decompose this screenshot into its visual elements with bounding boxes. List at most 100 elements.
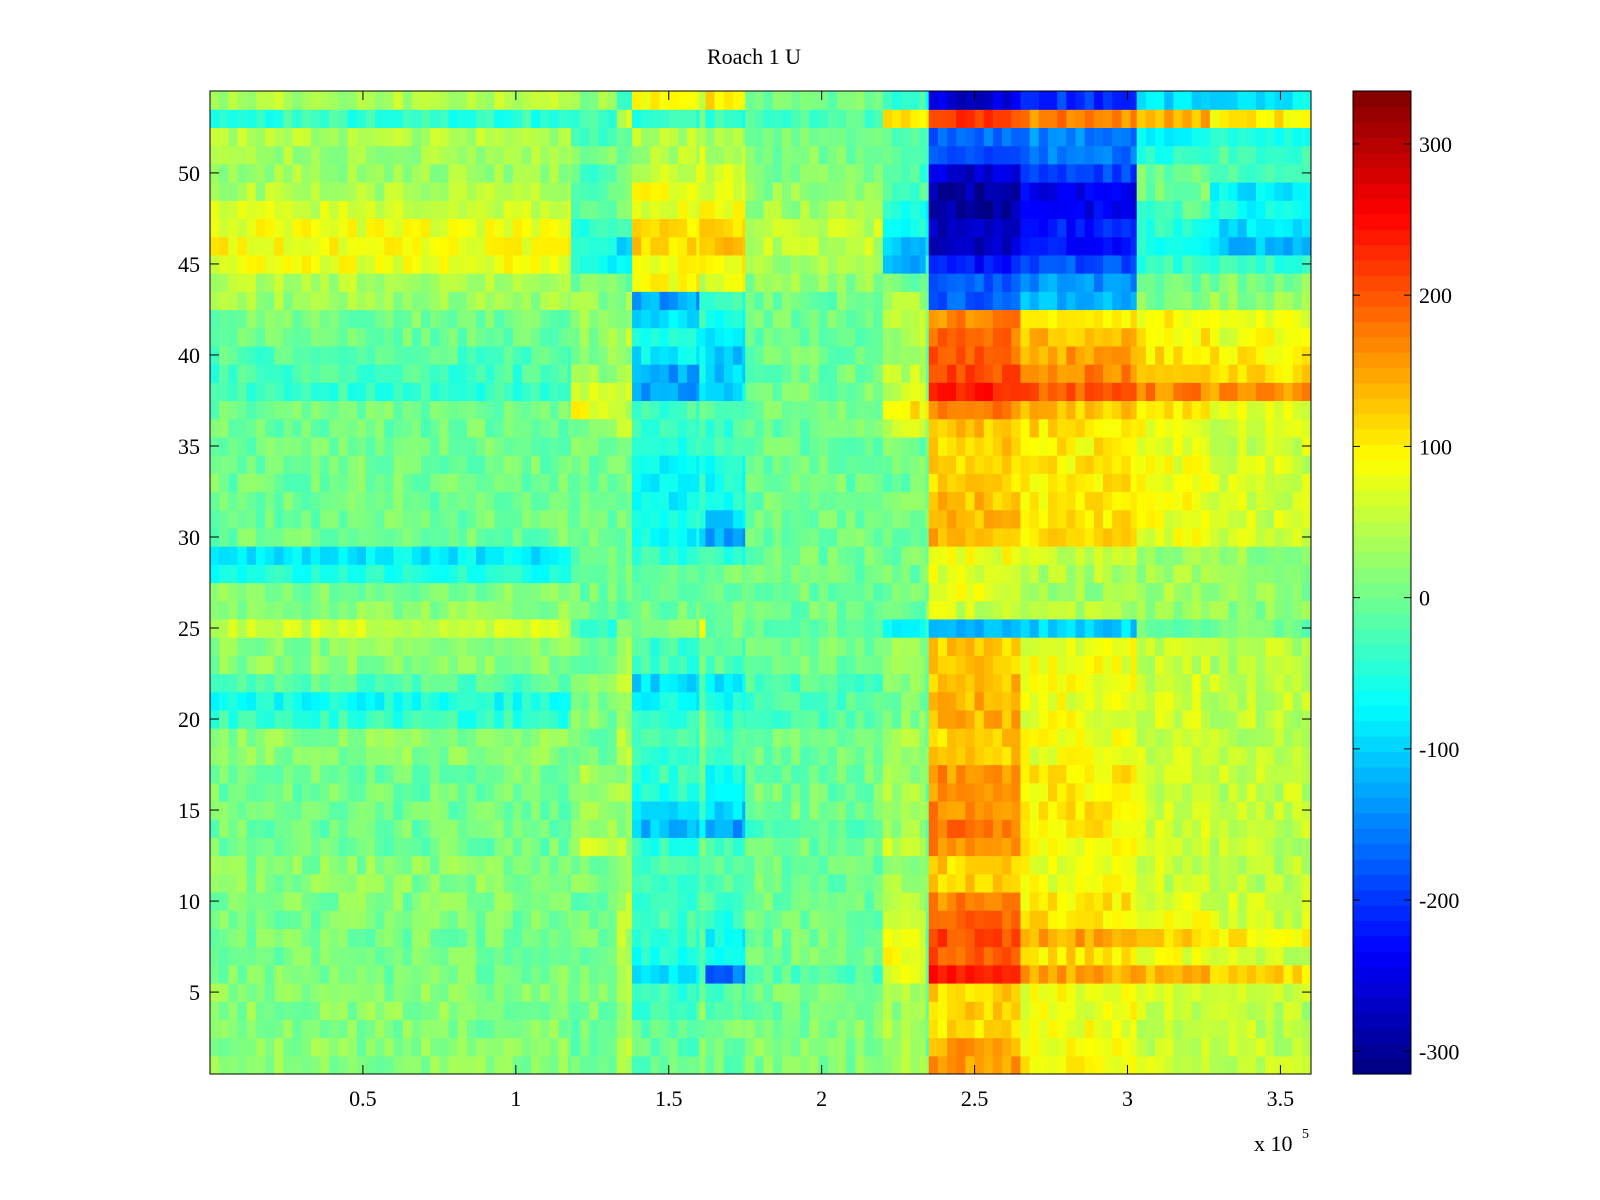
heatmap-cell xyxy=(742,964,746,984)
heatmap-cell xyxy=(616,655,627,675)
heatmap-cell xyxy=(687,345,697,365)
heatmap-cell xyxy=(384,800,395,820)
heatmap-cell xyxy=(1246,436,1257,456)
heatmap-cell xyxy=(320,345,330,365)
heatmap-cell xyxy=(855,782,866,802)
heatmap-cell xyxy=(836,782,847,802)
heatmap-cell xyxy=(1164,1019,1174,1039)
heatmap-cell xyxy=(947,891,957,911)
heatmap-cell xyxy=(754,418,765,438)
heatmap-cell xyxy=(781,873,792,893)
heatmap-cell xyxy=(494,637,505,656)
heatmap-cell xyxy=(448,527,459,547)
heatmap-cell xyxy=(1246,509,1257,529)
heatmap-cell xyxy=(1145,728,1156,747)
heatmap-cell xyxy=(1182,382,1193,402)
heatmap-cell xyxy=(800,400,811,420)
heatmap-cell xyxy=(1173,400,1184,420)
heatmap-cell xyxy=(1047,982,1058,1002)
heatmap-cell xyxy=(956,400,966,420)
heatmap-cell xyxy=(292,1001,303,1020)
heatmap-cell xyxy=(393,564,404,584)
heatmap-cell xyxy=(457,800,468,820)
heatmap-cell xyxy=(641,1037,652,1057)
heatmap-cell xyxy=(228,491,239,511)
heatmap-cell xyxy=(937,509,948,529)
heatmap-cell xyxy=(1237,837,1248,857)
heatmap-cell xyxy=(365,618,376,638)
heatmap-cell xyxy=(430,436,440,456)
heatmap-cell xyxy=(1084,473,1095,493)
heatmap-cell xyxy=(650,691,661,711)
heatmap-cell xyxy=(1038,564,1049,584)
heatmap-cell xyxy=(1283,509,1294,529)
heatmap-cell xyxy=(1191,600,1202,620)
heatmap-cell xyxy=(567,946,572,966)
heatmap-cell xyxy=(677,964,688,984)
heatmap-cell xyxy=(1002,673,1012,693)
heatmap-cell xyxy=(696,891,700,911)
heatmap-cell xyxy=(919,527,927,547)
heatmap-cell xyxy=(1265,491,1275,511)
heatmap-cell xyxy=(365,655,376,675)
heatmap-cell xyxy=(375,655,385,675)
heatmap-cell xyxy=(781,418,792,438)
heatmap-cell xyxy=(699,764,707,784)
heatmap-cell xyxy=(485,982,496,1002)
heatmap-cell xyxy=(754,564,765,584)
heatmap-cell xyxy=(485,364,496,383)
heatmap-cell xyxy=(1200,382,1211,402)
heatmap-cell xyxy=(301,873,312,893)
heatmap-cell xyxy=(1228,546,1239,565)
heatmap-cell xyxy=(714,418,725,438)
heatmap-cell xyxy=(1173,800,1184,820)
heatmap-cell xyxy=(723,1019,734,1039)
heatmap-cell xyxy=(255,418,266,438)
heatmap-cell xyxy=(1057,946,1067,966)
heatmap-cell xyxy=(580,946,590,966)
heatmap-cell xyxy=(1066,546,1077,565)
heatmap-cell xyxy=(1047,764,1058,784)
heatmap-cell xyxy=(274,982,284,1002)
heatmap-cell xyxy=(745,1055,755,1074)
heatmap-cell xyxy=(1038,1055,1049,1074)
heatmap-cell xyxy=(677,691,688,711)
heatmap-cell xyxy=(1301,673,1311,693)
heatmap-cell xyxy=(650,600,661,620)
heatmap-cell xyxy=(1246,764,1257,784)
heatmap-cell xyxy=(668,855,679,875)
heatmap-cell xyxy=(375,564,385,584)
heatmap-cell xyxy=(219,837,229,857)
heatmap-cell xyxy=(723,673,734,693)
heatmap-cell xyxy=(827,964,838,984)
heatmap-cell xyxy=(521,600,532,620)
heatmap-cell xyxy=(1112,928,1122,948)
heatmap-cell xyxy=(965,436,976,456)
heatmap-cell xyxy=(393,891,404,911)
heatmap-cell xyxy=(632,364,642,383)
heatmap-cell xyxy=(919,1019,927,1039)
heatmap-cell xyxy=(625,491,633,511)
heatmap-cell xyxy=(772,546,783,565)
heatmap-cell xyxy=(1274,564,1285,584)
heatmap-cell xyxy=(246,400,257,420)
heatmap-cell xyxy=(925,618,930,638)
heatmap-cell xyxy=(1210,709,1220,729)
heatmap-cell xyxy=(827,728,838,747)
heatmap-cell xyxy=(1164,582,1174,602)
heatmap-cell xyxy=(754,436,765,456)
heatmap-cell xyxy=(1103,637,1113,656)
heatmap-cell xyxy=(947,418,957,438)
heatmap-cell xyxy=(1255,764,1266,784)
heatmap-cell xyxy=(265,546,275,565)
heatmap-cell xyxy=(1173,345,1184,365)
heatmap-cell xyxy=(1182,509,1193,529)
heatmap-cell xyxy=(393,527,404,547)
heatmap-cell xyxy=(809,527,820,547)
heatmap-cell xyxy=(659,400,670,420)
heatmap-cell xyxy=(457,418,468,438)
heatmap-cell xyxy=(255,546,266,565)
heatmap-cell xyxy=(384,491,395,511)
heatmap-cell xyxy=(641,491,652,511)
heatmap-cell xyxy=(549,1001,560,1020)
